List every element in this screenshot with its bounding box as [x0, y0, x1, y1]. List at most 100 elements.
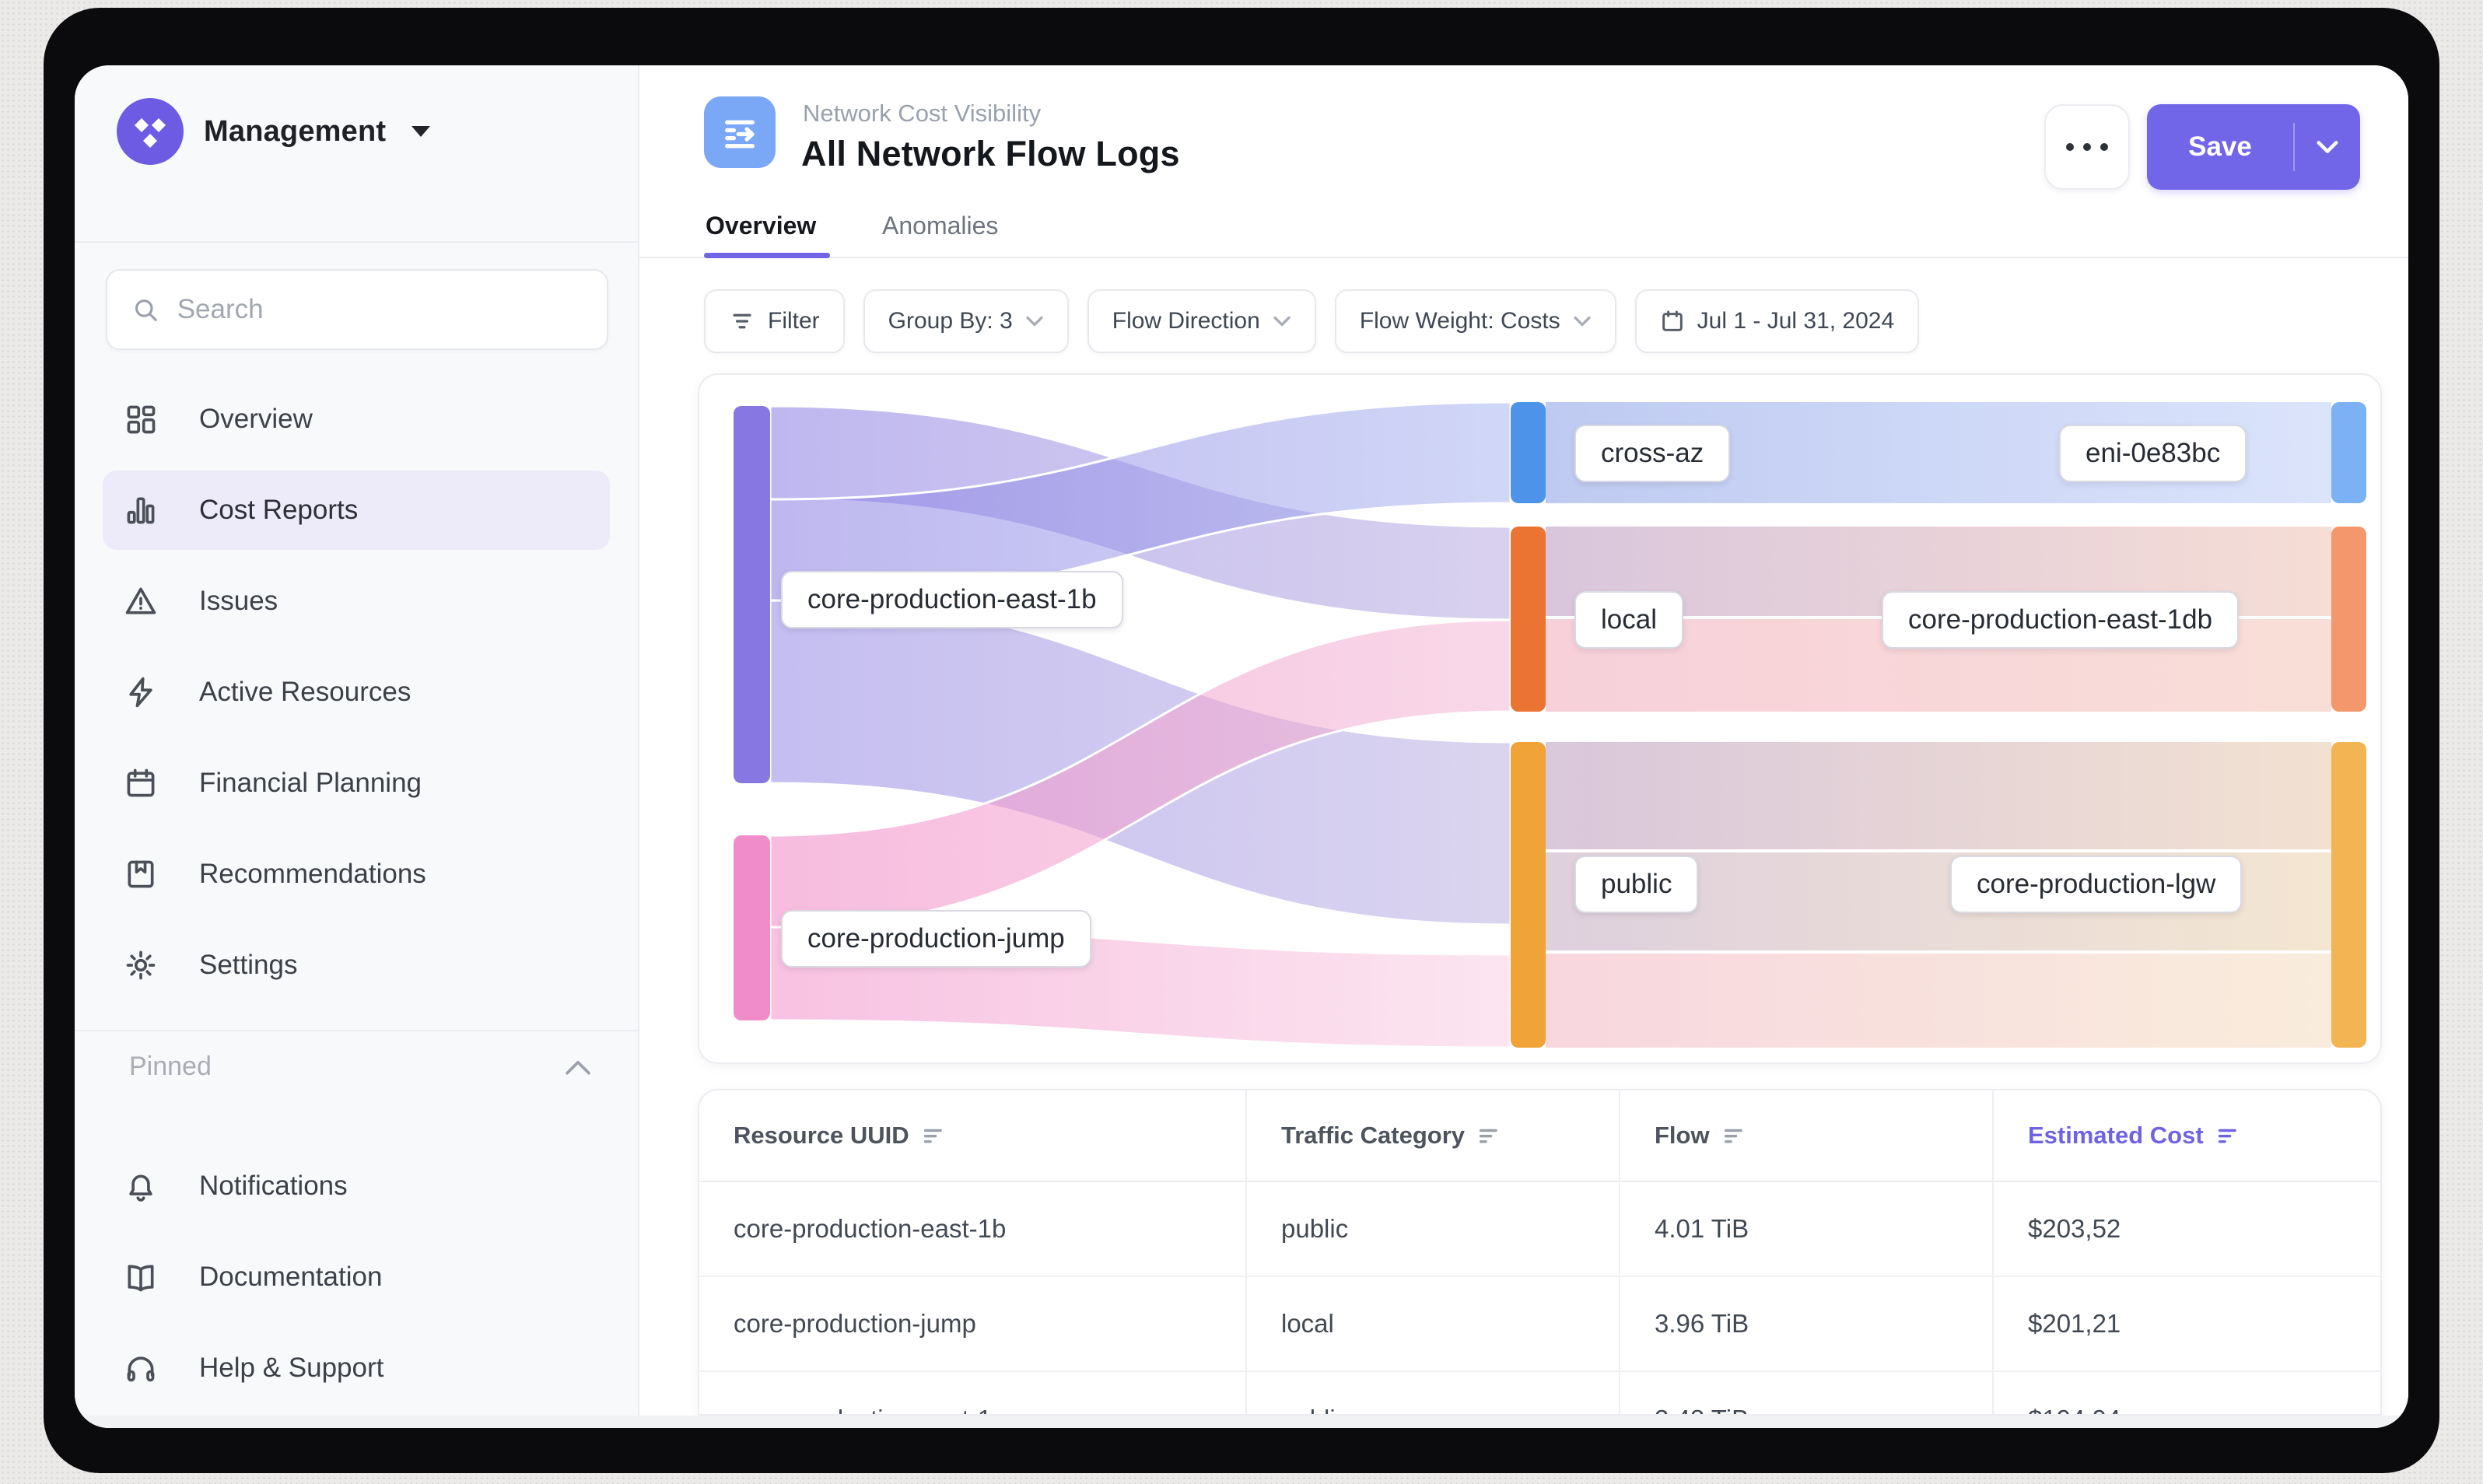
chevron-up-icon[interactable]: [565, 1059, 591, 1076]
node-public: [1511, 742, 1546, 1048]
sidebar-item-financial-planning[interactable]: Financial Planning: [103, 744, 610, 823]
cell-flow: 3.96 TiB: [1619, 1277, 1992, 1370]
tab-anomalies[interactable]: Anomalies: [882, 212, 999, 240]
sidebar-item-active-resources[interactable]: Active Resources: [103, 653, 610, 732]
pinned-section-header[interactable]: Pinned: [129, 1052, 591, 1082]
calendar-icon: [123, 765, 159, 801]
save-dropdown-button[interactable]: [2295, 139, 2360, 155]
flow-weight-dropdown[interactable]: Flow Weight: Costs: [1334, 289, 1616, 353]
sidebar-item-cost-reports[interactable]: Cost Reports: [103, 471, 610, 550]
sidebar-item-label: Active Resources: [199, 677, 411, 707]
node-eni-0e83bc: [2331, 402, 2366, 503]
sort-icon-active[interactable]: [2218, 1125, 2238, 1146]
search-icon: [135, 299, 157, 321]
sidebar-item-label: Help & Support: [199, 1353, 384, 1383]
sidebar-item-documentation[interactable]: Documentation: [103, 1237, 610, 1317]
date-range-picker[interactable]: Jul 1 - Jul 31, 2024: [1634, 289, 1920, 353]
chevron-down-icon: [2317, 141, 2338, 153]
sankey-nodes[interactable]: [734, 402, 2366, 1048]
cell-flow: 3.48 TiB: [1619, 1372, 1992, 1414]
node-label-local[interactable]: local: [1574, 591, 1683, 649]
sidebar-item-label: Financial Planning: [199, 768, 422, 798]
alert-triangle-icon: [123, 583, 159, 619]
sankey-flows-left[interactable]: [769, 401, 1512, 1049]
sidebar-item-label: Notifications: [199, 1171, 348, 1201]
cell-cost: $203,52: [1992, 1182, 2380, 1276]
sidebar-item-overview[interactable]: Overview: [103, 380, 610, 459]
date-range-label: Jul 1 - Jul 31, 2024: [1697, 308, 1895, 334]
cell-cost: $201,21: [1992, 1277, 2380, 1370]
cell-category: public: [1245, 1182, 1619, 1276]
window-bottom-edge: [75, 1416, 2408, 1428]
sidebar-nav: Overview Cost Reports Issues Active Reso…: [103, 380, 610, 1017]
filter-icon: [733, 313, 751, 329]
sankey-flows-right[interactable]: [1546, 402, 2331, 1048]
more-actions-button[interactable]: [2044, 104, 2130, 190]
column-header-traffic-category[interactable]: Traffic Category: [1281, 1122, 1466, 1149]
node-label-core-production-jump[interactable]: core-production-jump: [781, 910, 1091, 968]
sort-icon[interactable]: [923, 1125, 944, 1146]
node-label-public[interactable]: public: [1574, 856, 1699, 913]
divider: [75, 241, 638, 243]
column-header-flow[interactable]: Flow: [1655, 1122, 1710, 1149]
cell-resource: core-production-jump: [734, 1309, 976, 1338]
node-label-cross-az[interactable]: cross-az: [1574, 425, 1731, 482]
workspace-logo-icon: [117, 98, 184, 165]
filter-label: Filter: [768, 308, 820, 334]
node-label-core-production-east-1db[interactable]: core-production-east-1db: [1882, 591, 2240, 649]
node-local: [1511, 527, 1546, 712]
sidebar-item-label: Settings: [199, 950, 298, 980]
table-row[interactable]: core-production-east-1b public 4.01 TiB …: [699, 1182, 2380, 1277]
lightning-icon: [123, 674, 159, 710]
node-label-eni-0e83bc[interactable]: eni-0e83bc: [2059, 425, 2247, 482]
search-input[interactable]: [106, 269, 608, 350]
bookmark-icon: [123, 856, 159, 892]
search-field[interactable]: [177, 294, 583, 325]
cell-resource: core-production-east-1c: [699, 1372, 1245, 1414]
sidebar-item-help-support[interactable]: Help & Support: [103, 1328, 610, 1408]
cell-category: public: [1245, 1372, 1619, 1414]
workspace-switcher[interactable]: Management: [117, 98, 431, 165]
sidebar-item-issues[interactable]: Issues: [103, 562, 610, 641]
flow-direction-label: Flow Direction: [1112, 308, 1260, 334]
node-core-production-east-1db: [2331, 527, 2366, 712]
dot: [2066, 143, 2074, 151]
table-row[interactable]: core-production-jump local 3.96 TiB $201…: [699, 1277, 2380, 1372]
divider: [75, 1030, 638, 1031]
sidebar: Management Overview Cost Reports Issues: [75, 65, 639, 1428]
save-label: Save: [2188, 131, 2252, 162]
node-label-core-production-lgw[interactable]: core-production-lgw: [1950, 856, 2243, 913]
chevron-down-icon: [1273, 316, 1291, 327]
dot: [2083, 143, 2091, 151]
column-header-estimated-cost[interactable]: Estimated Cost: [2028, 1122, 2204, 1149]
sidebar-item-settings[interactable]: Settings: [103, 926, 610, 1005]
sidebar-item-label: Cost Reports: [199, 495, 359, 525]
cell-cost: $194,94: [1992, 1372, 2380, 1414]
sidebar-item-notifications[interactable]: Notifications: [103, 1146, 610, 1226]
app-window: Management Overview Cost Reports Issues: [75, 65, 2408, 1428]
sidebar-item-label: Documentation: [199, 1262, 383, 1292]
workspace-name: Management: [204, 114, 387, 148]
node-label-core-production-east-1b[interactable]: core-production-east-1b: [781, 571, 1123, 628]
sort-icon[interactable]: [1479, 1125, 1499, 1146]
page-subtitle: Network Cost Visibility: [803, 100, 1042, 127]
flow-log-icon: [704, 96, 776, 168]
sidebar-item-recommendations[interactable]: Recommendations: [103, 835, 610, 914]
group-by-dropdown[interactable]: Group By: 3: [863, 289, 1069, 353]
active-tab-indicator: [704, 253, 830, 258]
grid-icon: [123, 401, 159, 437]
filter-button[interactable]: Filter: [704, 289, 845, 353]
node-core-production-jump: [734, 835, 770, 1020]
tab-overview[interactable]: Overview: [706, 212, 817, 240]
table-row[interactable]: core-production-east-1c public 3.48 TiB …: [699, 1372, 2380, 1414]
flow-table: Resource UUID Traffic Category Flow Esti…: [698, 1089, 2382, 1416]
sort-icon[interactable]: [1724, 1125, 1744, 1146]
sidebar-item-label: Overview: [199, 404, 313, 434]
column-header-resource-uuid[interactable]: Resource UUID: [734, 1122, 909, 1149]
save-button[interactable]: Save: [2147, 104, 2360, 190]
flow-direction-dropdown[interactable]: Flow Direction: [1087, 289, 1316, 353]
tab-bar: Overview Anomalies: [639, 207, 2408, 258]
pinned-label: Pinned: [129, 1052, 212, 1081]
pinned-nav: Notifications Documentation Help & Suppo…: [103, 1146, 610, 1419]
cell-resource: core-production-east-1b: [734, 1214, 1007, 1243]
